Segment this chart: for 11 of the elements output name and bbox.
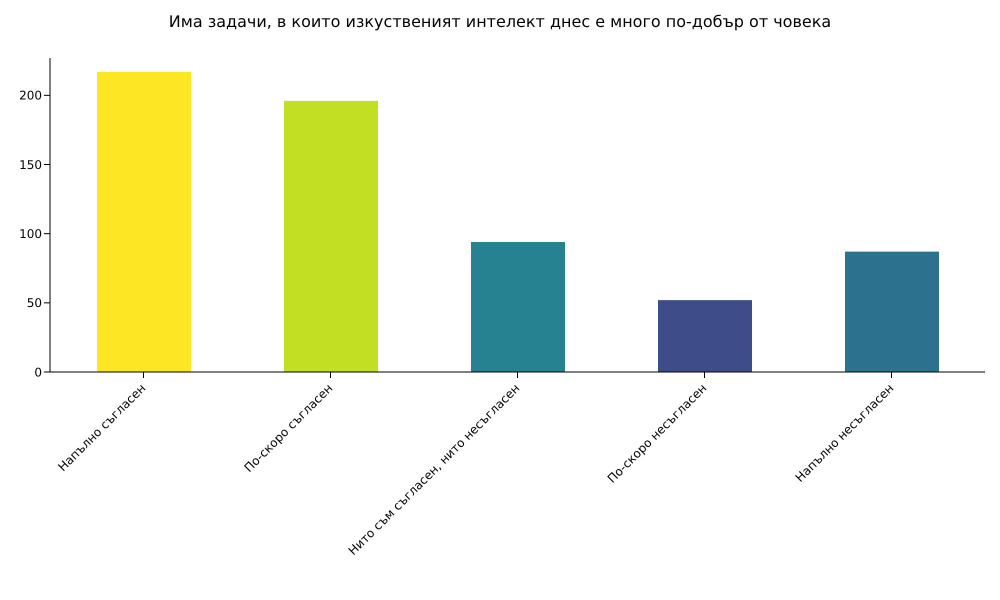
bar [845,252,939,372]
bar [658,300,752,372]
y-tick-label: 50 [26,296,42,310]
y-tick-label: 0 [34,365,42,380]
bar [284,100,378,372]
y-tick-label: 200 [19,88,42,103]
y-tick-label: 100 [19,226,42,241]
bar [97,72,191,372]
y-tick-label: 150 [19,158,42,172]
bar [471,242,565,372]
chart-title: Има задачи, в които изкуственият интелект днес е много по-добър от човека [168,12,832,31]
